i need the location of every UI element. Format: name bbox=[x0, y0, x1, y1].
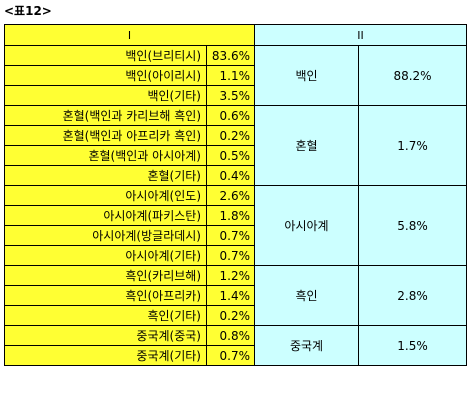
subcategory-label: 백인(아이리시) bbox=[4, 65, 207, 86]
subcategory-percent: 2.6% bbox=[206, 185, 255, 206]
subcategory-label: 혼혈(백인과 카리브해 흑인) bbox=[4, 105, 207, 126]
subcategory-percent: 0.2% bbox=[206, 125, 255, 146]
subcategory-percent: 1.8% bbox=[206, 205, 255, 226]
subcategory-percent: 83.6% bbox=[206, 45, 255, 66]
table-row: 백인(아이리시) 1.1% bbox=[4, 65, 467, 86]
table-row: 아시아계(인도) 2.6% 아시아계 5.8% bbox=[4, 185, 467, 266]
header-col2: II bbox=[254, 24, 467, 46]
subcategory-percent: 1.4% bbox=[206, 285, 255, 306]
group-label: 혼혈 bbox=[254, 105, 359, 186]
table-row: 혼혈(기타) 0.4% bbox=[4, 165, 467, 186]
group-total-percent: 1.7% bbox=[358, 105, 467, 186]
table-row: 아시아계(방글라데시) 0.7% bbox=[4, 225, 467, 246]
subcategory-percent: 0.4% bbox=[206, 165, 255, 186]
subcategory-label: 혼혈(기타) bbox=[4, 165, 207, 186]
group-label: 흑인 bbox=[254, 265, 359, 326]
subcategory-label: 아시아계(방글라데시) bbox=[4, 225, 207, 246]
group-label: 아시아계 bbox=[254, 185, 359, 266]
subcategory-label: 중국계(기타) bbox=[4, 345, 207, 366]
table-row: 백인(기타) 3.5% bbox=[4, 85, 467, 106]
group-total-percent: 2.8% bbox=[358, 265, 467, 326]
subcategory-label: 아시아계(인도) bbox=[4, 185, 207, 206]
subcategory-label: 흑인(카리브해) bbox=[4, 265, 207, 286]
table-row: 백인(브리티시) 83.6% 백인 88.2% bbox=[4, 45, 467, 106]
table-row: 아시아계(기타) 0.7% bbox=[4, 245, 467, 266]
subcategory-percent: 0.7% bbox=[206, 245, 255, 266]
table-row: 중국계(기타) 0.7% bbox=[4, 345, 467, 366]
group-label: 백인 bbox=[254, 45, 359, 106]
table-row: 혼혈(백인과 카리브해 흑인) 0.6% 혼혈 1.7% bbox=[4, 105, 467, 186]
table-caption: <표12> bbox=[4, 4, 52, 18]
table-row: 흑인(카리브해) 1.2% 흑인 2.8% bbox=[4, 265, 467, 326]
subcategory-percent: 0.5% bbox=[206, 145, 255, 166]
subcategory-label: 아시아계(파키스탄) bbox=[4, 205, 207, 226]
subcategory-label: 혼혈(백인과 아프리카 흑인) bbox=[4, 125, 207, 146]
subcategory-percent: 0.8% bbox=[206, 325, 255, 346]
subcategory-label: 아시아계(기타) bbox=[4, 245, 207, 266]
subcategory-label: 혼혈(백인과 아시아계) bbox=[4, 145, 207, 166]
table-body: 백인(브리티시) 83.6% 백인 88.2% 백인(아이리시) 1.1% 백인(기타) 3.… bbox=[4, 45, 467, 366]
subcategory-percent: 0.6% bbox=[206, 105, 255, 126]
subcategory-percent: 0.2% bbox=[206, 305, 255, 326]
group-total-percent: 5.8% bbox=[358, 185, 467, 266]
table-row: 흑인(아프리카) 1.4% bbox=[4, 285, 467, 306]
subcategory-label: 흑인(기타) bbox=[4, 305, 207, 326]
ethnicity-table: I II 백인(브리티시) 83.6% 백인 88.2% 백인(아이리시) 1.1% 백인(… bbox=[4, 24, 467, 366]
subcategory-percent: 1.2% bbox=[206, 265, 255, 286]
subcategory-percent: 3.5% bbox=[206, 85, 255, 106]
group-total-percent: 88.2% bbox=[358, 45, 467, 106]
group-label: 중국계 bbox=[254, 325, 359, 366]
table-row: 혼혈(백인과 아프리카 흑인) 0.2% bbox=[4, 125, 467, 146]
header-row: I II bbox=[4, 24, 467, 46]
table-row: 중국계(중국) 0.8% 중국계 1.5% bbox=[4, 325, 467, 366]
header-col1: I bbox=[4, 24, 255, 46]
subcategory-percent: 0.7% bbox=[206, 345, 255, 366]
subcategory-percent: 0.7% bbox=[206, 225, 255, 246]
subcategory-label: 백인(기타) bbox=[4, 85, 207, 106]
subcategory-label: 흑인(아프리카) bbox=[4, 285, 207, 306]
table-row: 흑인(기타) 0.2% bbox=[4, 305, 467, 326]
subcategory-percent: 1.1% bbox=[206, 65, 255, 86]
subcategory-label: 중국계(중국) bbox=[4, 325, 207, 346]
group-total-percent: 1.5% bbox=[358, 325, 467, 366]
table-row: 아시아계(파키스탄) 1.8% bbox=[4, 205, 467, 226]
subcategory-label: 백인(브리티시) bbox=[4, 45, 207, 66]
